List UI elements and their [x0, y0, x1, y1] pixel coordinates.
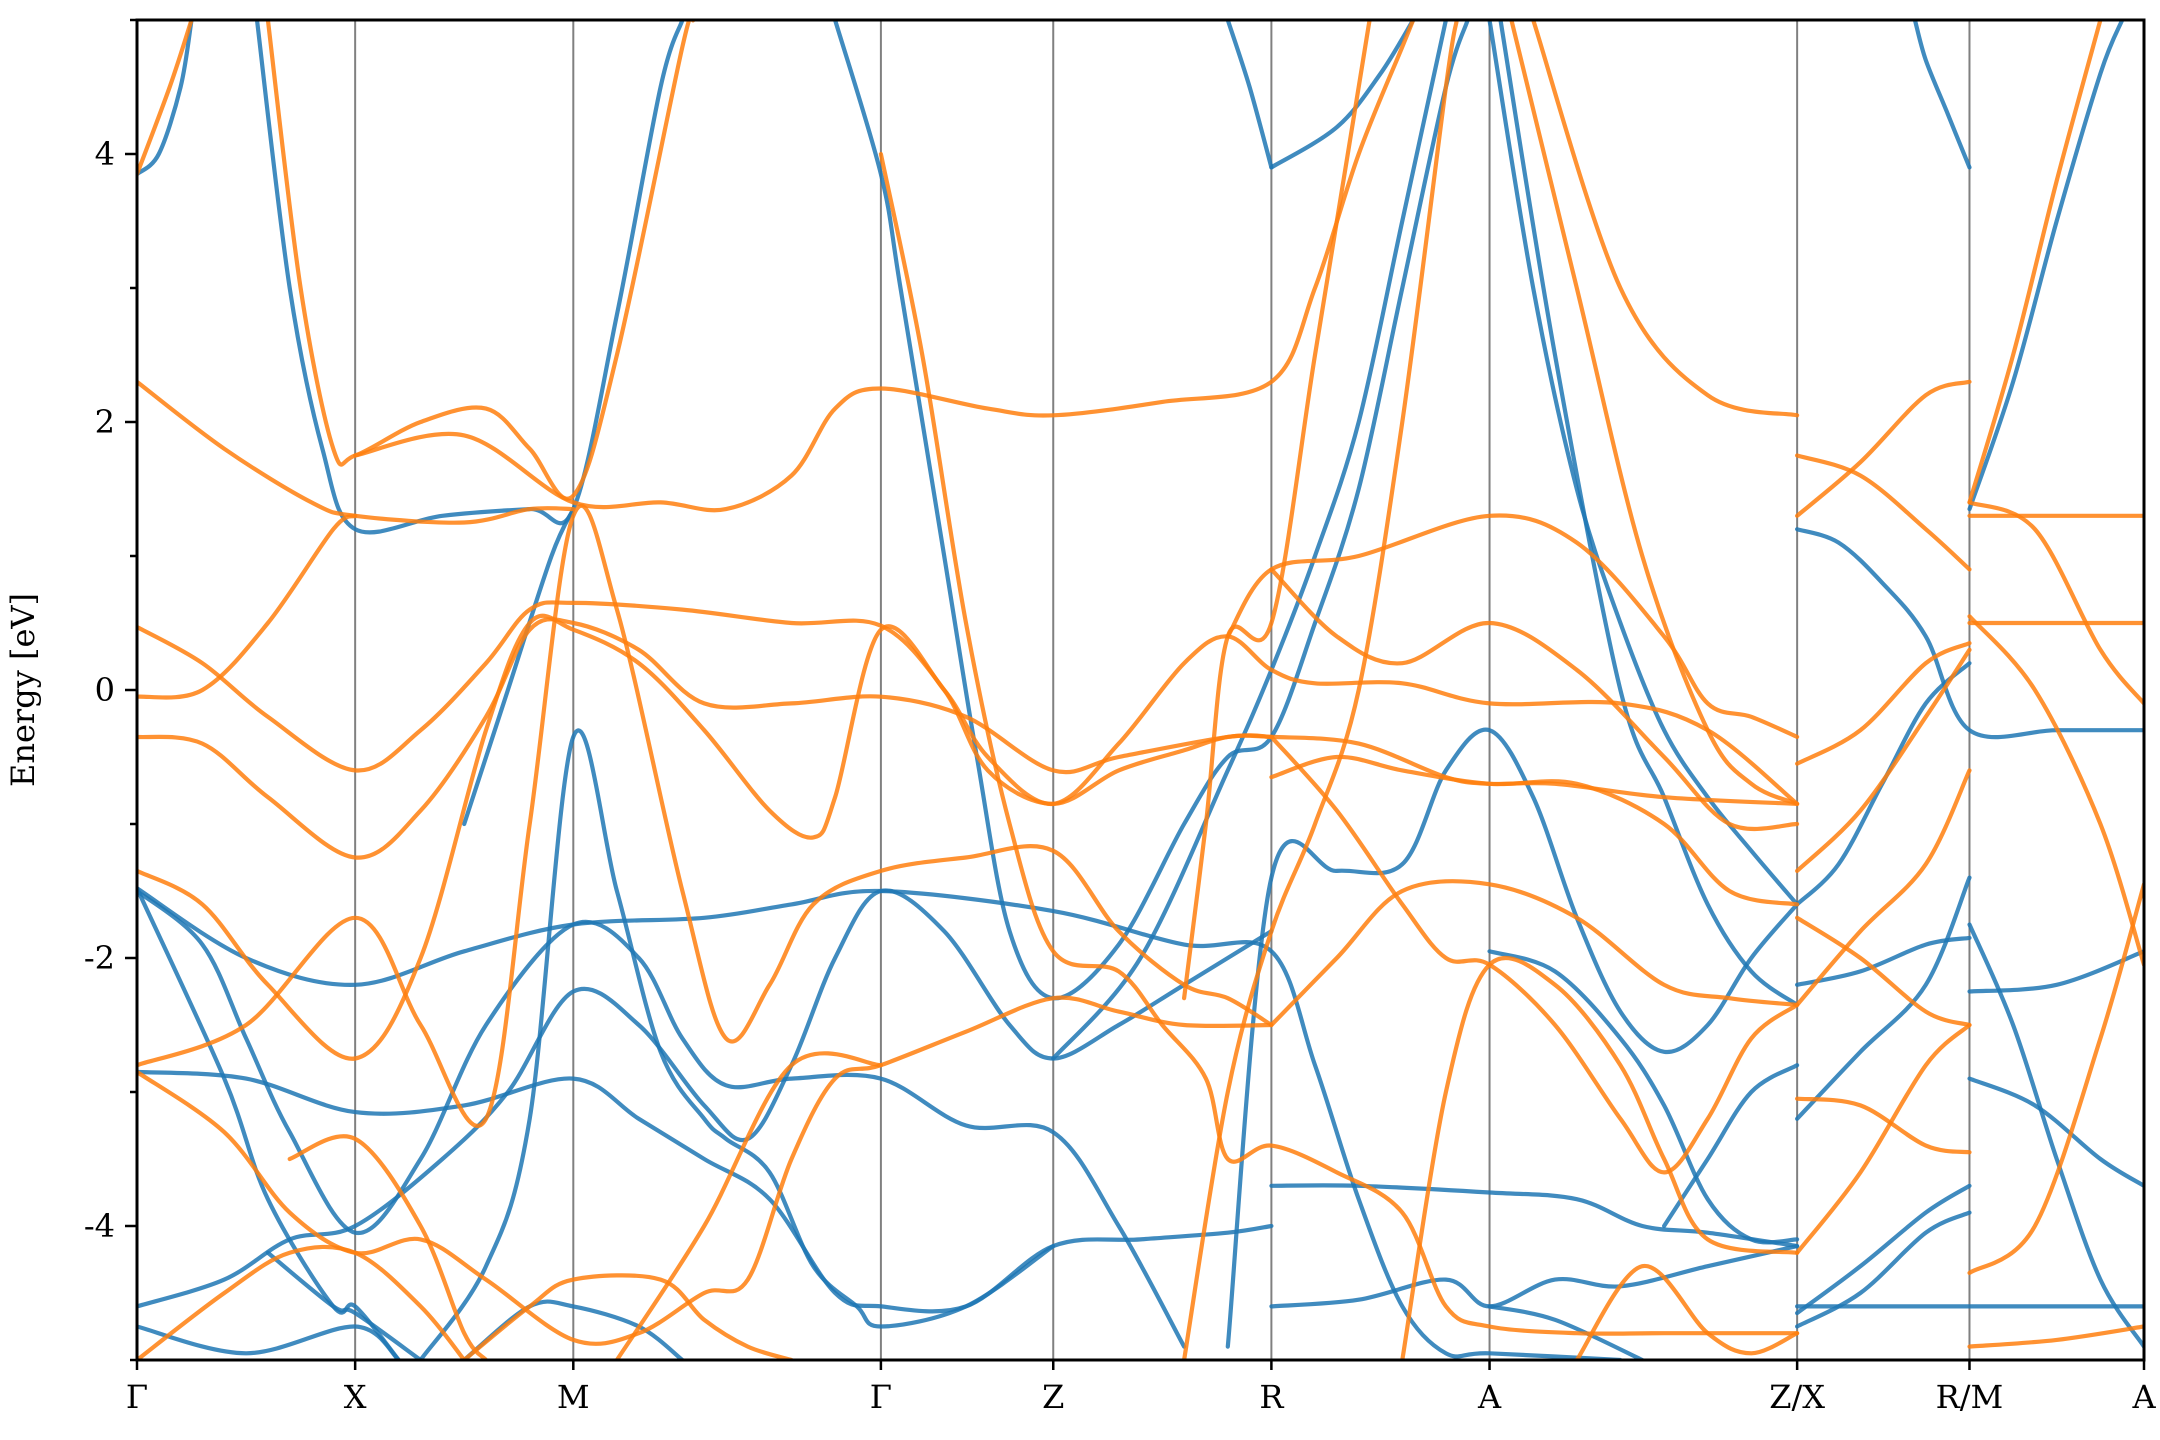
x-tick-label: Γ	[870, 1378, 892, 1416]
x-axis: Γ X M Γ Z R A Z/X R/M A	[126, 1360, 2156, 1416]
x-tick-label: A	[2131, 1378, 2156, 1416]
band-spin-down	[462, 1273, 794, 1360]
band-spin-down	[1795, 641, 1972, 766]
plot-frame	[135, 18, 2146, 1362]
band-spin-down	[1967, 20, 2103, 505]
band-spin-down	[1182, 20, 1372, 1001]
band-spin-up	[1967, 922, 2144, 1349]
band-spin-down	[1967, 500, 2144, 706]
x-tick-label: R/M	[1936, 1378, 2004, 1416]
band-spin-up	[1795, 661, 1972, 907]
band-spin-down	[1400, 955, 1800, 1360]
band-spin-down	[287, 1134, 489, 1360]
band-spin-down	[1574, 1264, 1800, 1360]
band-spin-up	[137, 888, 1187, 1349]
band-spin-up	[1269, 20, 1416, 170]
band-spin-down	[137, 617, 1274, 860]
band-spin-up	[1795, 875, 1972, 1121]
band-spin-up	[1912, 20, 1972, 170]
band-spin-down	[1225, 513, 1800, 739]
band-spin-down	[137, 613, 1800, 1061]
band-spin-down	[137, 995, 1274, 1346]
band-spin-down	[1967, 882, 2144, 1275]
band-spin-up	[1269, 1183, 1800, 1249]
band-spin-up	[1487, 20, 1800, 907]
band-spin-up	[1225, 20, 1274, 170]
band-spin-up	[1269, 1244, 1800, 1309]
x-tick-label: Z/X	[1769, 1378, 1825, 1416]
band-spin-up	[1795, 1210, 1972, 1329]
x-tick-label: R	[1259, 1378, 1284, 1416]
band-spin-up	[1487, 1304, 1645, 1360]
band-spin-up	[254, 20, 685, 535]
band-spin-up	[1498, 20, 1800, 1007]
band-spin-down	[1509, 20, 1800, 806]
y-tick-label: -2	[84, 939, 115, 977]
band-spin-down	[1795, 1022, 1972, 1255]
x-tick-label: Γ	[126, 1378, 148, 1416]
band-spin-down	[1269, 734, 1800, 1175]
y-axis-label: Energy [eV]	[4, 593, 42, 787]
band-spin-down	[1182, 20, 1459, 1360]
band-spin-up	[833, 20, 1470, 1001]
band-spin-up	[137, 20, 194, 177]
y-tick-label: 4	[95, 135, 115, 173]
kpoint-lines	[354, 20, 1971, 1360]
band-spin-down	[137, 20, 194, 177]
band-spin-up	[1225, 727, 1800, 1349]
y-tick-label: -4	[84, 1207, 115, 1245]
y-tick-label: 2	[95, 403, 115, 441]
y-axis: 4 2 0 -2 -4	[84, 18, 137, 1362]
y-tick-label: 0	[95, 671, 115, 709]
band-spin-up	[1795, 935, 1972, 987]
band-spin-up	[418, 728, 1056, 1360]
band-spin-up	[1795, 1183, 1972, 1316]
x-tick-label: Z	[1042, 1378, 1064, 1416]
band-spin-down	[1967, 614, 2144, 967]
band-spin-down	[1531, 20, 1800, 418]
band-spin-down	[137, 1244, 467, 1360]
band-lines	[137, 20, 2144, 1360]
x-tick-label: A	[1477, 1378, 1502, 1416]
band-spin-down	[1967, 1324, 2144, 1349]
band-spin-down	[1795, 647, 1972, 873]
band-spin-down	[137, 513, 358, 700]
band-spin-up	[137, 886, 401, 1360]
band-spin-up	[137, 1324, 401, 1360]
band-spin-down	[1269, 754, 1800, 907]
band-spin-down	[1269, 879, 1800, 1028]
band-spin-down	[614, 1051, 883, 1360]
band-spin-down	[265, 20, 696, 501]
band-spin-up	[137, 1069, 1274, 1314]
band-spin-up	[1051, 20, 1448, 1061]
band-spin-up	[1967, 20, 2125, 512]
band-spin-down	[1795, 1096, 1972, 1155]
band-spin-down	[1795, 768, 1972, 1007]
band-spin-up	[137, 886, 1623, 1360]
x-tick-label: M	[557, 1378, 590, 1416]
band-spin-up	[1487, 949, 1800, 1245]
band-spin-down	[1795, 915, 1972, 1028]
band-spin-down	[1269, 567, 1800, 832]
band-spin-up	[1967, 1076, 2144, 1188]
band-spin-down	[137, 503, 1274, 1129]
band-spin-down	[353, 20, 1416, 513]
band-spin-down	[1795, 453, 1972, 572]
band-spin-up	[265, 1250, 423, 1360]
band-spin-down	[1795, 379, 1972, 518]
band-spin-down	[878, 151, 1800, 1336]
x-tick-label: X	[344, 1378, 367, 1416]
